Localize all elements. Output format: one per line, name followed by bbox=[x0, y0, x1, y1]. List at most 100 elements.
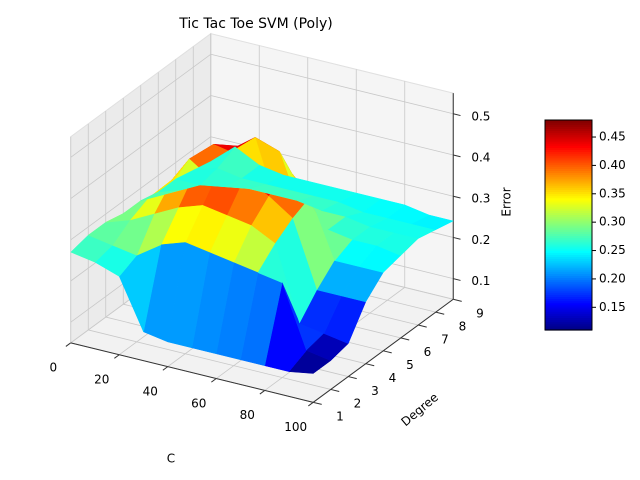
y-tick-label: 4 bbox=[389, 371, 397, 385]
grid-line bbox=[210, 53, 454, 115]
tick-mark bbox=[418, 324, 427, 328]
colorbar-cell bbox=[545, 271, 592, 274]
colorbar-cell bbox=[545, 296, 592, 300]
colorbar-cell bbox=[545, 252, 592, 255]
colorbar-cell bbox=[545, 195, 592, 199]
colorbar-cell bbox=[545, 124, 592, 127]
colorbar-cell bbox=[545, 128, 592, 132]
grid-line bbox=[70, 53, 211, 158]
colorbar-cell bbox=[545, 176, 592, 180]
colorbar-cell bbox=[545, 120, 592, 123]
z-tick-label: 0.3 bbox=[471, 192, 490, 206]
colorbar-cell bbox=[545, 323, 592, 327]
colorbar-cell bbox=[545, 155, 592, 159]
colorbar-cell bbox=[545, 149, 592, 153]
grid-line bbox=[210, 95, 454, 156]
colorbar-cell bbox=[545, 218, 592, 222]
colorbar-cell bbox=[545, 227, 592, 230]
y-tick-label: 1 bbox=[336, 410, 344, 424]
colorbar-cell bbox=[545, 246, 592, 249]
colorbar-cell bbox=[545, 241, 592, 245]
colorbar-cell bbox=[545, 172, 592, 176]
tick-mark bbox=[453, 278, 461, 281]
colorbar-cell bbox=[545, 281, 592, 285]
colorbar-cell bbox=[545, 122, 592, 125]
colorbar-cell bbox=[545, 141, 592, 144]
colorbar-tick-label: 0.40 bbox=[599, 158, 626, 172]
y-tick-label: 5 bbox=[406, 358, 414, 372]
x-tick-label: 40 bbox=[143, 384, 158, 398]
tick-mark bbox=[211, 378, 217, 383]
colorbar-cell bbox=[545, 233, 592, 237]
colorbar-cell bbox=[545, 262, 592, 266]
colorbar-cell bbox=[545, 277, 592, 281]
tick-mark bbox=[114, 354, 120, 359]
colorbar-cell bbox=[545, 197, 592, 201]
colorbar-cell bbox=[545, 327, 592, 331]
colorbar-cell bbox=[545, 269, 592, 272]
colorbar-cell bbox=[545, 267, 592, 270]
colorbar-cell bbox=[545, 250, 592, 253]
colorbar-tick-label: 0.45 bbox=[599, 130, 626, 144]
colorbar-cell bbox=[545, 222, 592, 226]
colorbar-tick-label: 0.35 bbox=[599, 186, 626, 200]
colorbar-cell bbox=[545, 254, 592, 258]
colorbar-cell bbox=[545, 206, 592, 209]
y-tick-label: 6 bbox=[424, 345, 432, 359]
tick-mark bbox=[259, 390, 266, 395]
y-tick-label: 8 bbox=[459, 319, 467, 333]
colorbar-cell bbox=[545, 130, 592, 134]
colorbar-cell bbox=[545, 138, 592, 142]
tick-mark bbox=[453, 154, 461, 158]
colorbar-cell bbox=[545, 302, 592, 306]
colorbar-cell bbox=[545, 132, 592, 136]
colorbar-cell bbox=[545, 317, 592, 321]
y-tick-label: 9 bbox=[476, 307, 484, 321]
colorbar-cell bbox=[545, 212, 592, 216]
surface-patch bbox=[193, 146, 236, 171]
tick-mark bbox=[308, 401, 314, 407]
colorbar-cell bbox=[545, 264, 592, 268]
tick-mark bbox=[400, 337, 410, 341]
colorbar-frame bbox=[544, 119, 593, 331]
colorbar-cell bbox=[545, 180, 592, 184]
tick-mark bbox=[330, 388, 340, 393]
colorbar-cell bbox=[545, 292, 592, 295]
tick-mark bbox=[65, 342, 72, 347]
colorbar-cell bbox=[545, 225, 592, 228]
colorbar-cell bbox=[545, 313, 592, 316]
colorbar-cell bbox=[545, 325, 592, 329]
colorbar-cell bbox=[545, 235, 592, 239]
colorbar-cell bbox=[545, 304, 592, 308]
chart-title: Tic Tac Toe SVM (Poly) bbox=[178, 16, 333, 32]
colorbar-tick-label: 0.25 bbox=[599, 243, 626, 257]
tick-mark bbox=[435, 311, 445, 315]
colorbar-cell bbox=[545, 220, 592, 224]
colorbar-cell bbox=[545, 290, 592, 293]
grid-line bbox=[88, 329, 331, 390]
colorbar-cell bbox=[545, 256, 592, 260]
axis-line bbox=[70, 342, 314, 403]
tick-mark bbox=[453, 113, 461, 117]
colorbar-cell bbox=[545, 151, 592, 155]
colorbar-cell bbox=[545, 216, 592, 220]
colorbar-cell bbox=[545, 136, 592, 140]
colorbar-cell bbox=[545, 294, 592, 297]
tick-mark bbox=[453, 195, 461, 199]
colorbar-cell bbox=[545, 279, 592, 283]
colorbar-cell bbox=[545, 208, 592, 211]
colorbar-cell bbox=[545, 285, 592, 289]
x-tick-label: 0 bbox=[49, 361, 57, 375]
grid-line bbox=[70, 95, 211, 199]
x-tick-label: 20 bbox=[94, 372, 109, 386]
x-tick-label: 60 bbox=[191, 396, 206, 410]
z-axis-label: Error bbox=[500, 187, 514, 216]
colorbar-cell bbox=[545, 288, 592, 291]
colorbar-cell bbox=[545, 229, 592, 232]
colorbar-cell bbox=[545, 183, 592, 186]
z-tick-label: 0.2 bbox=[471, 233, 490, 247]
colorbar-cell bbox=[545, 185, 592, 188]
colorbar-cell bbox=[545, 306, 592, 310]
colorbar-tick-label: 0.30 bbox=[599, 215, 626, 229]
